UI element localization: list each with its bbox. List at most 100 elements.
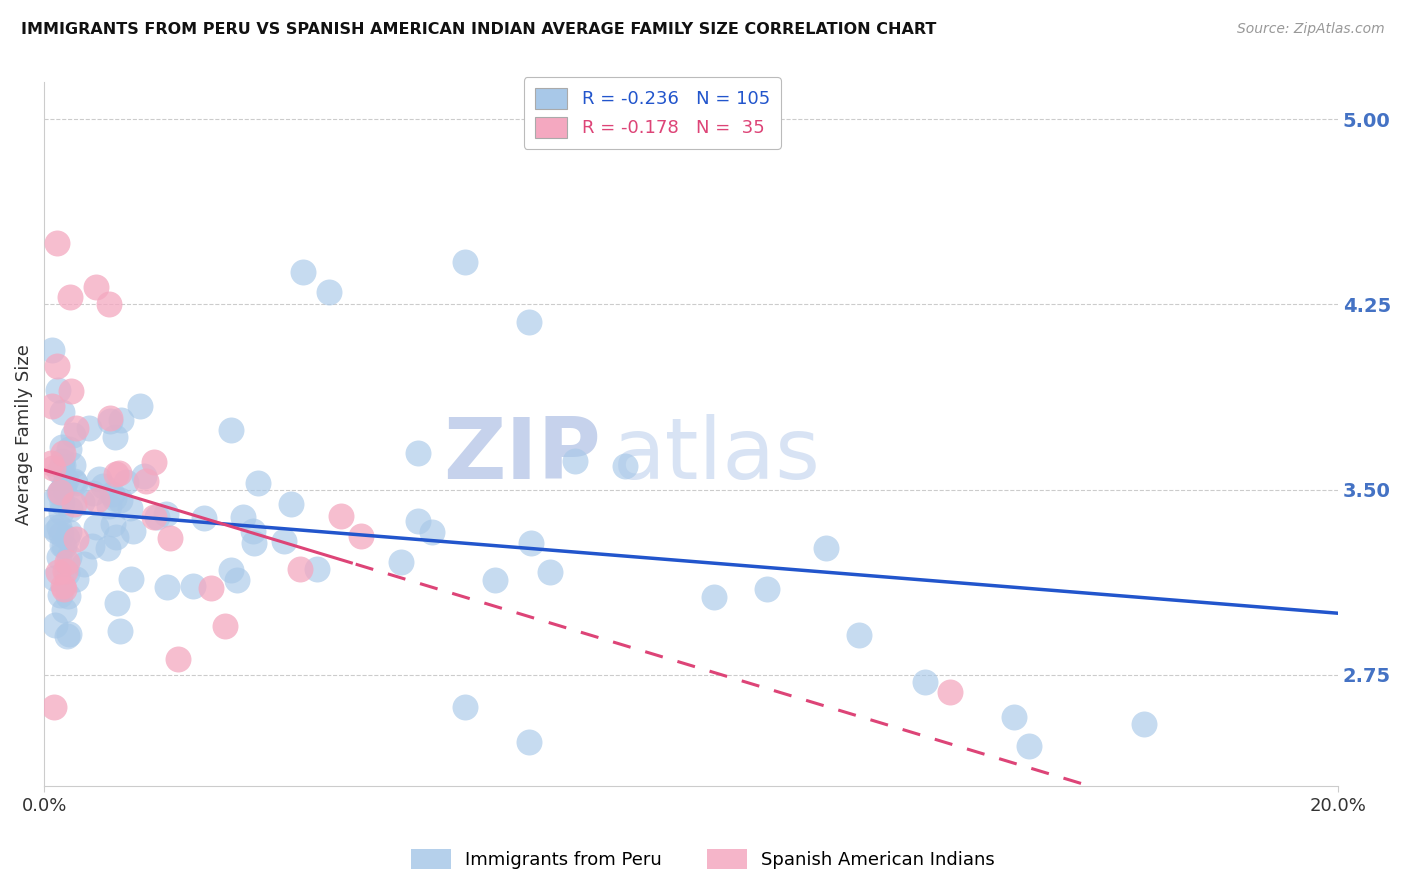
Point <box>46 235 69 250</box>
Point <box>226 574 249 588</box>
Point <box>132 469 155 483</box>
Legend: R = -0.236   N = 105, R = -0.178   N =  35: R = -0.236 N = 105, R = -0.178 N = 35 <box>524 77 780 149</box>
Point <box>62 474 84 488</box>
Point <box>214 619 236 633</box>
Point <box>115 475 138 489</box>
Point <box>318 285 340 299</box>
Point <box>62 458 84 472</box>
Point <box>41 399 63 413</box>
Point <box>98 411 121 425</box>
Point <box>87 473 110 487</box>
Point <box>280 497 302 511</box>
Point <box>56 555 79 569</box>
Point <box>135 475 157 489</box>
Point <box>193 511 215 525</box>
Point <box>1002 710 1025 724</box>
Point <box>305 562 328 576</box>
Point <box>408 514 430 528</box>
Point <box>44 492 66 507</box>
Point <box>350 529 373 543</box>
Point <box>42 571 65 585</box>
Point <box>1018 739 1040 754</box>
Point <box>42 461 65 475</box>
Point <box>391 555 413 569</box>
Point <box>62 497 84 511</box>
Point <box>1133 717 1156 731</box>
Point <box>62 428 84 442</box>
Point <box>108 624 131 639</box>
Point <box>219 424 242 438</box>
Point <box>45 524 67 538</box>
Point <box>52 539 75 553</box>
Point <box>420 524 443 539</box>
Point <box>103 516 125 531</box>
Point <box>517 315 540 329</box>
Point <box>56 531 79 545</box>
Point <box>97 541 120 556</box>
Point <box>58 525 80 540</box>
Point <box>44 618 66 632</box>
Point <box>52 481 75 495</box>
Point <box>159 531 181 545</box>
Point <box>52 458 75 472</box>
Point <box>48 520 70 534</box>
Point <box>51 538 73 552</box>
Point <box>613 458 636 473</box>
Point <box>848 628 870 642</box>
Point <box>77 421 100 435</box>
Point <box>453 700 475 714</box>
Point <box>63 475 86 490</box>
Point <box>82 539 104 553</box>
Point <box>520 535 543 549</box>
Point <box>105 595 128 609</box>
Point <box>181 579 204 593</box>
Point <box>46 383 69 397</box>
Point <box>51 440 73 454</box>
Point <box>815 541 838 555</box>
Point <box>59 290 82 304</box>
Point <box>242 536 264 550</box>
Point <box>143 509 166 524</box>
Point <box>51 459 73 474</box>
Point <box>155 508 177 522</box>
Text: atlas: atlas <box>613 414 821 497</box>
Point <box>73 557 96 571</box>
Point <box>53 603 76 617</box>
Point <box>104 430 127 444</box>
Point <box>97 297 120 311</box>
Point <box>273 533 295 548</box>
Point <box>39 456 62 470</box>
Point <box>156 580 179 594</box>
Text: IMMIGRANTS FROM PERU VS SPANISH AMERICAN INDIAN AVERAGE FAMILY SIZE CORRELATION : IMMIGRANTS FROM PERU VS SPANISH AMERICAN… <box>21 22 936 37</box>
Point <box>755 582 778 597</box>
Point <box>65 420 87 434</box>
Point <box>288 562 311 576</box>
Point <box>291 265 314 279</box>
Point <box>55 473 77 487</box>
Point <box>98 414 121 428</box>
Point <box>58 626 80 640</box>
Point <box>65 533 87 547</box>
Point <box>939 685 962 699</box>
Point <box>42 520 65 534</box>
Point <box>58 589 80 603</box>
Point <box>129 399 152 413</box>
Point <box>105 467 128 482</box>
Point <box>108 466 131 480</box>
Point <box>56 629 79 643</box>
Point <box>51 496 73 510</box>
Point <box>60 384 83 398</box>
Point <box>453 255 475 269</box>
Point <box>51 446 73 460</box>
Point <box>93 479 115 493</box>
Point <box>103 491 125 505</box>
Point <box>145 510 167 524</box>
Point <box>51 404 73 418</box>
Point <box>48 566 70 580</box>
Point <box>120 573 142 587</box>
Point <box>914 675 936 690</box>
Point <box>42 700 65 714</box>
Point <box>122 524 145 539</box>
Point <box>100 487 122 501</box>
Point <box>41 343 63 357</box>
